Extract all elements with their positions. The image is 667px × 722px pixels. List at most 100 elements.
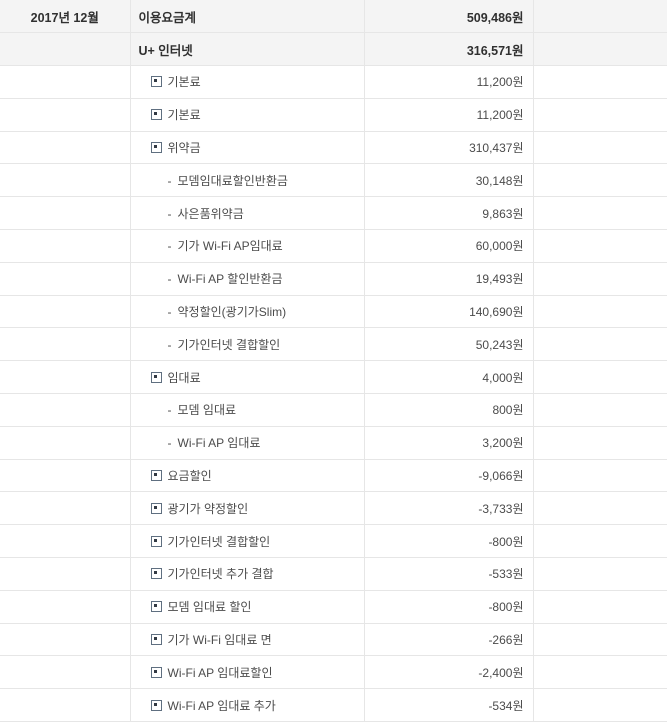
tree-toggle-icon[interactable] <box>150 109 162 121</box>
amount-cell: 3,200원 <box>364 426 534 460</box>
empty-cell <box>533 459 667 493</box>
item-label: 요금할인 <box>167 469 212 484</box>
period-cell <box>0 459 131 493</box>
table-row: - Wi-Fi AP 할인반환금 19,493원 <box>0 262 667 296</box>
item-cell: - 모뎀임대료할인반환금 <box>130 163 365 198</box>
empty-cell <box>533 327 667 362</box>
dash-prefix: - <box>167 305 172 320</box>
item-cell: - 기가 Wi-Fi AP임대료 <box>130 229 365 263</box>
period-cell <box>0 131 131 165</box>
amount-cell: 50,243원 <box>364 327 534 362</box>
item-label: 모뎀 임대료 할인 <box>167 600 252 615</box>
table-row: - 모뎀임대료할인반환금 30,148원 <box>0 163 667 198</box>
table-row: Wi-Fi AP 임대료 추가 -534원 <box>0 688 667 722</box>
item-label: Wi-Fi AP 임대료 추가 <box>167 698 276 713</box>
item-cell: - 사은품위약금 <box>130 196 365 231</box>
item-cell: 기가 Wi-Fi 임대료 면 <box>130 623 365 657</box>
amount-cell: -800원 <box>364 590 534 624</box>
amount-label: -2,400원 <box>478 665 524 680</box>
amount-label: -9,066원 <box>478 469 524 484</box>
table-row: 2017년 12월 이용요금계 509,486원 <box>0 0 667 34</box>
table-row: - 기가 Wi-Fi AP임대료 60,000원 <box>0 229 667 263</box>
empty-cell <box>533 524 667 559</box>
item-cell: - Wi-Fi AP 할인반환금 <box>130 262 365 296</box>
tree-toggle-icon[interactable] <box>150 142 162 154</box>
table-row: U+ 인터넷 316,571원 <box>0 32 667 67</box>
amount-label: -800원 <box>488 534 524 549</box>
table-row: Wi-Fi AP 임대료할인 -2,400원 <box>0 655 667 690</box>
item-cell: 요금할인 <box>130 459 365 493</box>
amount-cell: 30,148원 <box>364 163 534 198</box>
period-cell <box>0 524 131 559</box>
amount-cell: 19,493원 <box>364 262 534 296</box>
item-cell: 기가인터넷 결합할인 <box>130 524 365 559</box>
item-label: 모뎀 임대료 <box>177 403 237 418</box>
item-cell: Wi-Fi AP 임대료 추가 <box>130 688 365 722</box>
tree-toggle-icon[interactable] <box>150 634 162 646</box>
amount-label: -534원 <box>488 698 524 713</box>
item-cell: - 기가인터넷 결합할인 <box>130 327 365 362</box>
period-cell <box>0 163 131 198</box>
period-cell <box>0 295 131 329</box>
tree-toggle-icon[interactable] <box>150 76 162 88</box>
table-row: 모뎀 임대료 할인 -800원 <box>0 590 667 624</box>
tree-toggle-icon[interactable] <box>150 568 162 580</box>
period-cell <box>0 393 131 427</box>
item-label: Wi-Fi AP 할인반환금 <box>177 272 283 287</box>
item-cell: - Wi-Fi AP 임대료 <box>130 426 365 460</box>
period-cell <box>0 229 131 263</box>
period-cell <box>0 426 131 460</box>
empty-cell <box>533 590 667 624</box>
dash-prefix: - <box>167 403 172 418</box>
table-row: 기본료 11,200원 <box>0 98 667 132</box>
item-cell: 임대료 <box>130 360 365 395</box>
empty-cell <box>533 229 667 263</box>
dash-prefix: - <box>167 173 172 188</box>
amount-cell: 140,690원 <box>364 295 534 329</box>
amount-cell: -2,400원 <box>364 655 534 690</box>
tree-toggle-icon[interactable] <box>150 470 162 482</box>
amount-label: 60,000원 <box>475 239 524 254</box>
empty-cell <box>533 557 667 591</box>
amount-label: 3,200원 <box>482 436 524 451</box>
amount-cell: -3,733원 <box>364 491 534 526</box>
item-cell: 기가인터넷 추가 결합 <box>130 557 365 591</box>
item-label: Wi-Fi AP 임대료할인 <box>167 665 273 680</box>
period-cell <box>0 327 131 362</box>
empty-cell <box>533 360 667 395</box>
period-cell <box>0 196 131 231</box>
period-label: 2017년 12월 <box>30 10 99 25</box>
period-cell <box>0 98 131 132</box>
table-row: 기본료 11,200원 <box>0 65 667 99</box>
amount-label: 30,148원 <box>475 173 524 188</box>
table-row: - Wi-Fi AP 임대료 3,200원 <box>0 426 667 460</box>
period-cell <box>0 491 131 526</box>
empty-cell <box>533 655 667 690</box>
table-row: 기가인터넷 결합할인 -800원 <box>0 524 667 559</box>
item-label: 기가 Wi-Fi 임대료 면 <box>167 633 272 648</box>
item-cell: 모뎀 임대료 할인 <box>130 590 365 624</box>
period-cell <box>0 590 131 624</box>
table-row: 위약금 310,437원 <box>0 131 667 165</box>
empty-cell <box>533 32 667 67</box>
period-cell <box>0 655 131 690</box>
item-label: 기가인터넷 결합할인 <box>177 337 281 352</box>
item-label: 이용요금계 <box>138 10 197 25</box>
tree-toggle-icon[interactable] <box>150 601 162 613</box>
amount-label: 509,486원 <box>466 10 524 25</box>
amount-label: 800원 <box>492 403 524 418</box>
tree-toggle-icon[interactable] <box>150 502 162 514</box>
amount-label: 9,863원 <box>482 206 524 221</box>
tree-toggle-icon[interactable] <box>150 535 162 547</box>
amount-cell: -800원 <box>364 524 534 559</box>
tree-toggle-icon[interactable] <box>150 666 162 678</box>
tree-toggle-icon[interactable] <box>150 371 162 383</box>
empty-cell <box>533 65 667 99</box>
amount-cell: 800원 <box>364 393 534 427</box>
item-cell: 이용요금계 <box>130 0 365 34</box>
table-row: 광기가 약정할인 -3,733원 <box>0 491 667 526</box>
amount-label: -533원 <box>488 567 524 582</box>
tree-toggle-icon[interactable] <box>150 699 162 711</box>
item-label: 약정할인(광기가Slim) <box>177 305 287 320</box>
amount-cell: 9,863원 <box>364 196 534 231</box>
